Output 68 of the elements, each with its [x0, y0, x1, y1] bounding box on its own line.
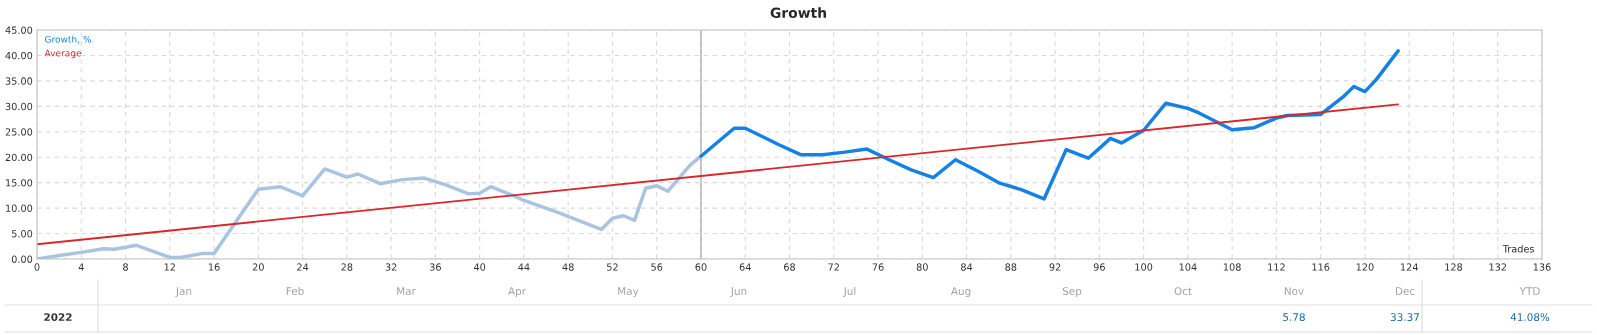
text: Jun	[730, 287, 747, 297]
y-tick-label: 45.00	[5, 26, 33, 34]
x-tick-label: 40	[473, 263, 486, 271]
text: Feb	[286, 286, 304, 296]
x-tick-label: 36	[429, 263, 441, 271]
text: 5.78	[1283, 313, 1305, 322]
x-tick-label: 52	[607, 263, 618, 271]
x-tick-label: 68	[783, 263, 796, 271]
text: Average	[44, 49, 82, 59]
x-tick-label: 120	[1356, 263, 1374, 271]
y-tick-label: 35.00	[5, 77, 33, 85]
text: 33.37	[1390, 313, 1420, 322]
line-series	[699, 49, 1400, 201]
x-tick-label: 128	[1445, 263, 1463, 271]
y-tick-label: 25.00	[5, 128, 33, 136]
text: Growth, %	[45, 35, 92, 44]
x-tick-label: 0	[34, 263, 40, 271]
x-tick-label: 12	[164, 263, 176, 271]
x-tick-label: 56	[651, 263, 663, 271]
text: Jul	[843, 286, 856, 297]
x-tick-label: 88	[1005, 263, 1017, 271]
x-tick-label: 72	[828, 263, 839, 271]
x-tick-label: 112	[1268, 263, 1285, 271]
x-tick-label: 84	[961, 263, 973, 271]
x-tick-label: 136	[1533, 263, 1551, 271]
x-tick-label: 24	[297, 263, 309, 271]
x-tick-label: 108	[1223, 263, 1241, 271]
x-tick-label: 100	[1135, 263, 1153, 271]
text: May	[618, 287, 639, 298]
text: YTD	[1519, 287, 1540, 295]
y-tick-label: 15.00	[6, 179, 33, 187]
x-tick-label: 116	[1312, 263, 1330, 271]
x-tick-label: 124	[1401, 263, 1418, 271]
text: Sep	[1062, 287, 1082, 298]
text: Oct	[1174, 287, 1192, 296]
x-tick-label: 60	[695, 263, 707, 271]
x-tick-label: 76	[872, 263, 884, 271]
chart-title: Growth	[770, 7, 826, 19]
y-tick-label: 30.00	[5, 102, 33, 111]
x-tick-label: 64	[739, 263, 751, 271]
x-tick-label: 44	[518, 263, 530, 271]
x-tick-label: 92	[1049, 263, 1061, 271]
y-tick-label: 5.00	[11, 230, 33, 238]
line-series	[37, 154, 703, 259]
x-tick-label: 20	[252, 263, 264, 271]
text: Jan	[175, 287, 192, 297]
y-tick-label: 10.00	[6, 204, 33, 212]
x-tick-label: 16	[208, 263, 220, 271]
text: Nov	[1284, 287, 1304, 296]
x-tick-label: 28	[341, 263, 353, 271]
y-tick-label: 20.00	[5, 153, 33, 162]
x-tick-label: 96	[1093, 263, 1105, 271]
x-tick-label: 104	[1179, 263, 1197, 271]
x-axis-title: Trades	[1502, 245, 1534, 253]
text: 41.08%	[1510, 313, 1550, 322]
x-tick-label: 32	[385, 263, 397, 271]
text: Apr	[508, 287, 527, 298]
x-tick-label: 48	[562, 263, 574, 271]
x-tick-label: 4	[78, 263, 84, 271]
y-tick-label: 40.00	[5, 51, 33, 60]
text: Aug	[950, 287, 971, 298]
x-tick-label: 80	[916, 263, 928, 271]
x-tick-label: 8	[123, 263, 128, 271]
y-tick-label: 0.00	[11, 255, 33, 263]
text: 2022	[44, 313, 72, 322]
text: Dec	[1395, 287, 1415, 296]
x-tick-label: 132	[1489, 263, 1507, 271]
text: Mar	[397, 287, 416, 296]
